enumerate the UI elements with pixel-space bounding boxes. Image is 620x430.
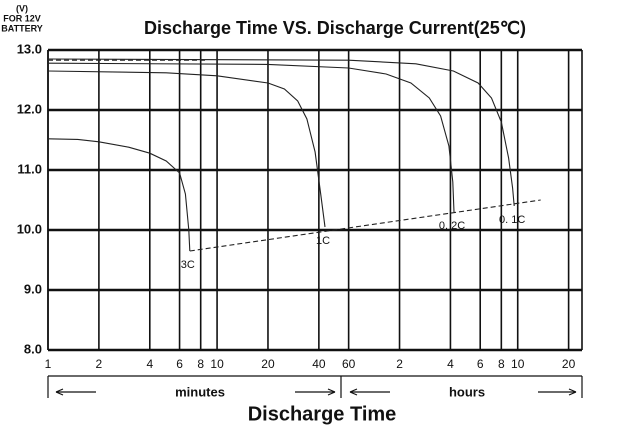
- discharge-curve: [47, 58, 515, 207]
- x-tick-label: 2: [396, 357, 403, 371]
- chart-title: Discharge Time VS. Discharge Current(25℃…: [144, 18, 526, 38]
- x-tick-label: 2: [96, 357, 103, 371]
- y-label: (V): [16, 3, 28, 13]
- y-tick-label: 12.0: [17, 101, 42, 116]
- x-tick-label: 10: [210, 357, 224, 371]
- x-tick-label: 10: [511, 357, 525, 371]
- x-tick-label: 20: [562, 357, 576, 371]
- x-tick-label: 8: [498, 357, 505, 371]
- y-tick-label: 13.0: [17, 41, 42, 56]
- x-group-brackets: [47, 375, 583, 398]
- discharge-curve: [47, 62, 455, 213]
- x-group-label: hours: [449, 384, 485, 399]
- reference-line: [189, 199, 541, 252]
- discharge-curve: [47, 70, 326, 228]
- y-tick-label: 10.0: [17, 221, 42, 236]
- curve-label: 1C: [316, 235, 330, 247]
- x-tick-label: 1: [45, 357, 52, 371]
- x-tick-label: 40: [312, 357, 326, 371]
- y-label: FOR 12V: [3, 13, 41, 23]
- x-tick-label: 60: [342, 357, 356, 371]
- y-label: BATTERY: [1, 23, 43, 33]
- x-axis-label: Discharge Time: [248, 403, 397, 425]
- x-tick-label: 6: [477, 357, 484, 371]
- x-tick-label: 6: [176, 357, 183, 371]
- x-tick-label: 4: [447, 357, 454, 371]
- y-tick-label: 8.0: [24, 341, 42, 356]
- y-tick-label: 11.0: [17, 161, 42, 176]
- x-tick-label: 4: [146, 357, 153, 371]
- y-tick-label: 9.0: [24, 281, 42, 296]
- curve-label: 0. 2C: [439, 220, 465, 232]
- x-group-label: minutes: [175, 384, 225, 399]
- discharge-curve: [47, 138, 191, 252]
- x-tick-label: 20: [261, 357, 275, 371]
- curve-label: 0. 1C: [499, 214, 525, 226]
- x-tick-label: 8: [197, 357, 204, 371]
- curve-label: 3C: [181, 259, 195, 271]
